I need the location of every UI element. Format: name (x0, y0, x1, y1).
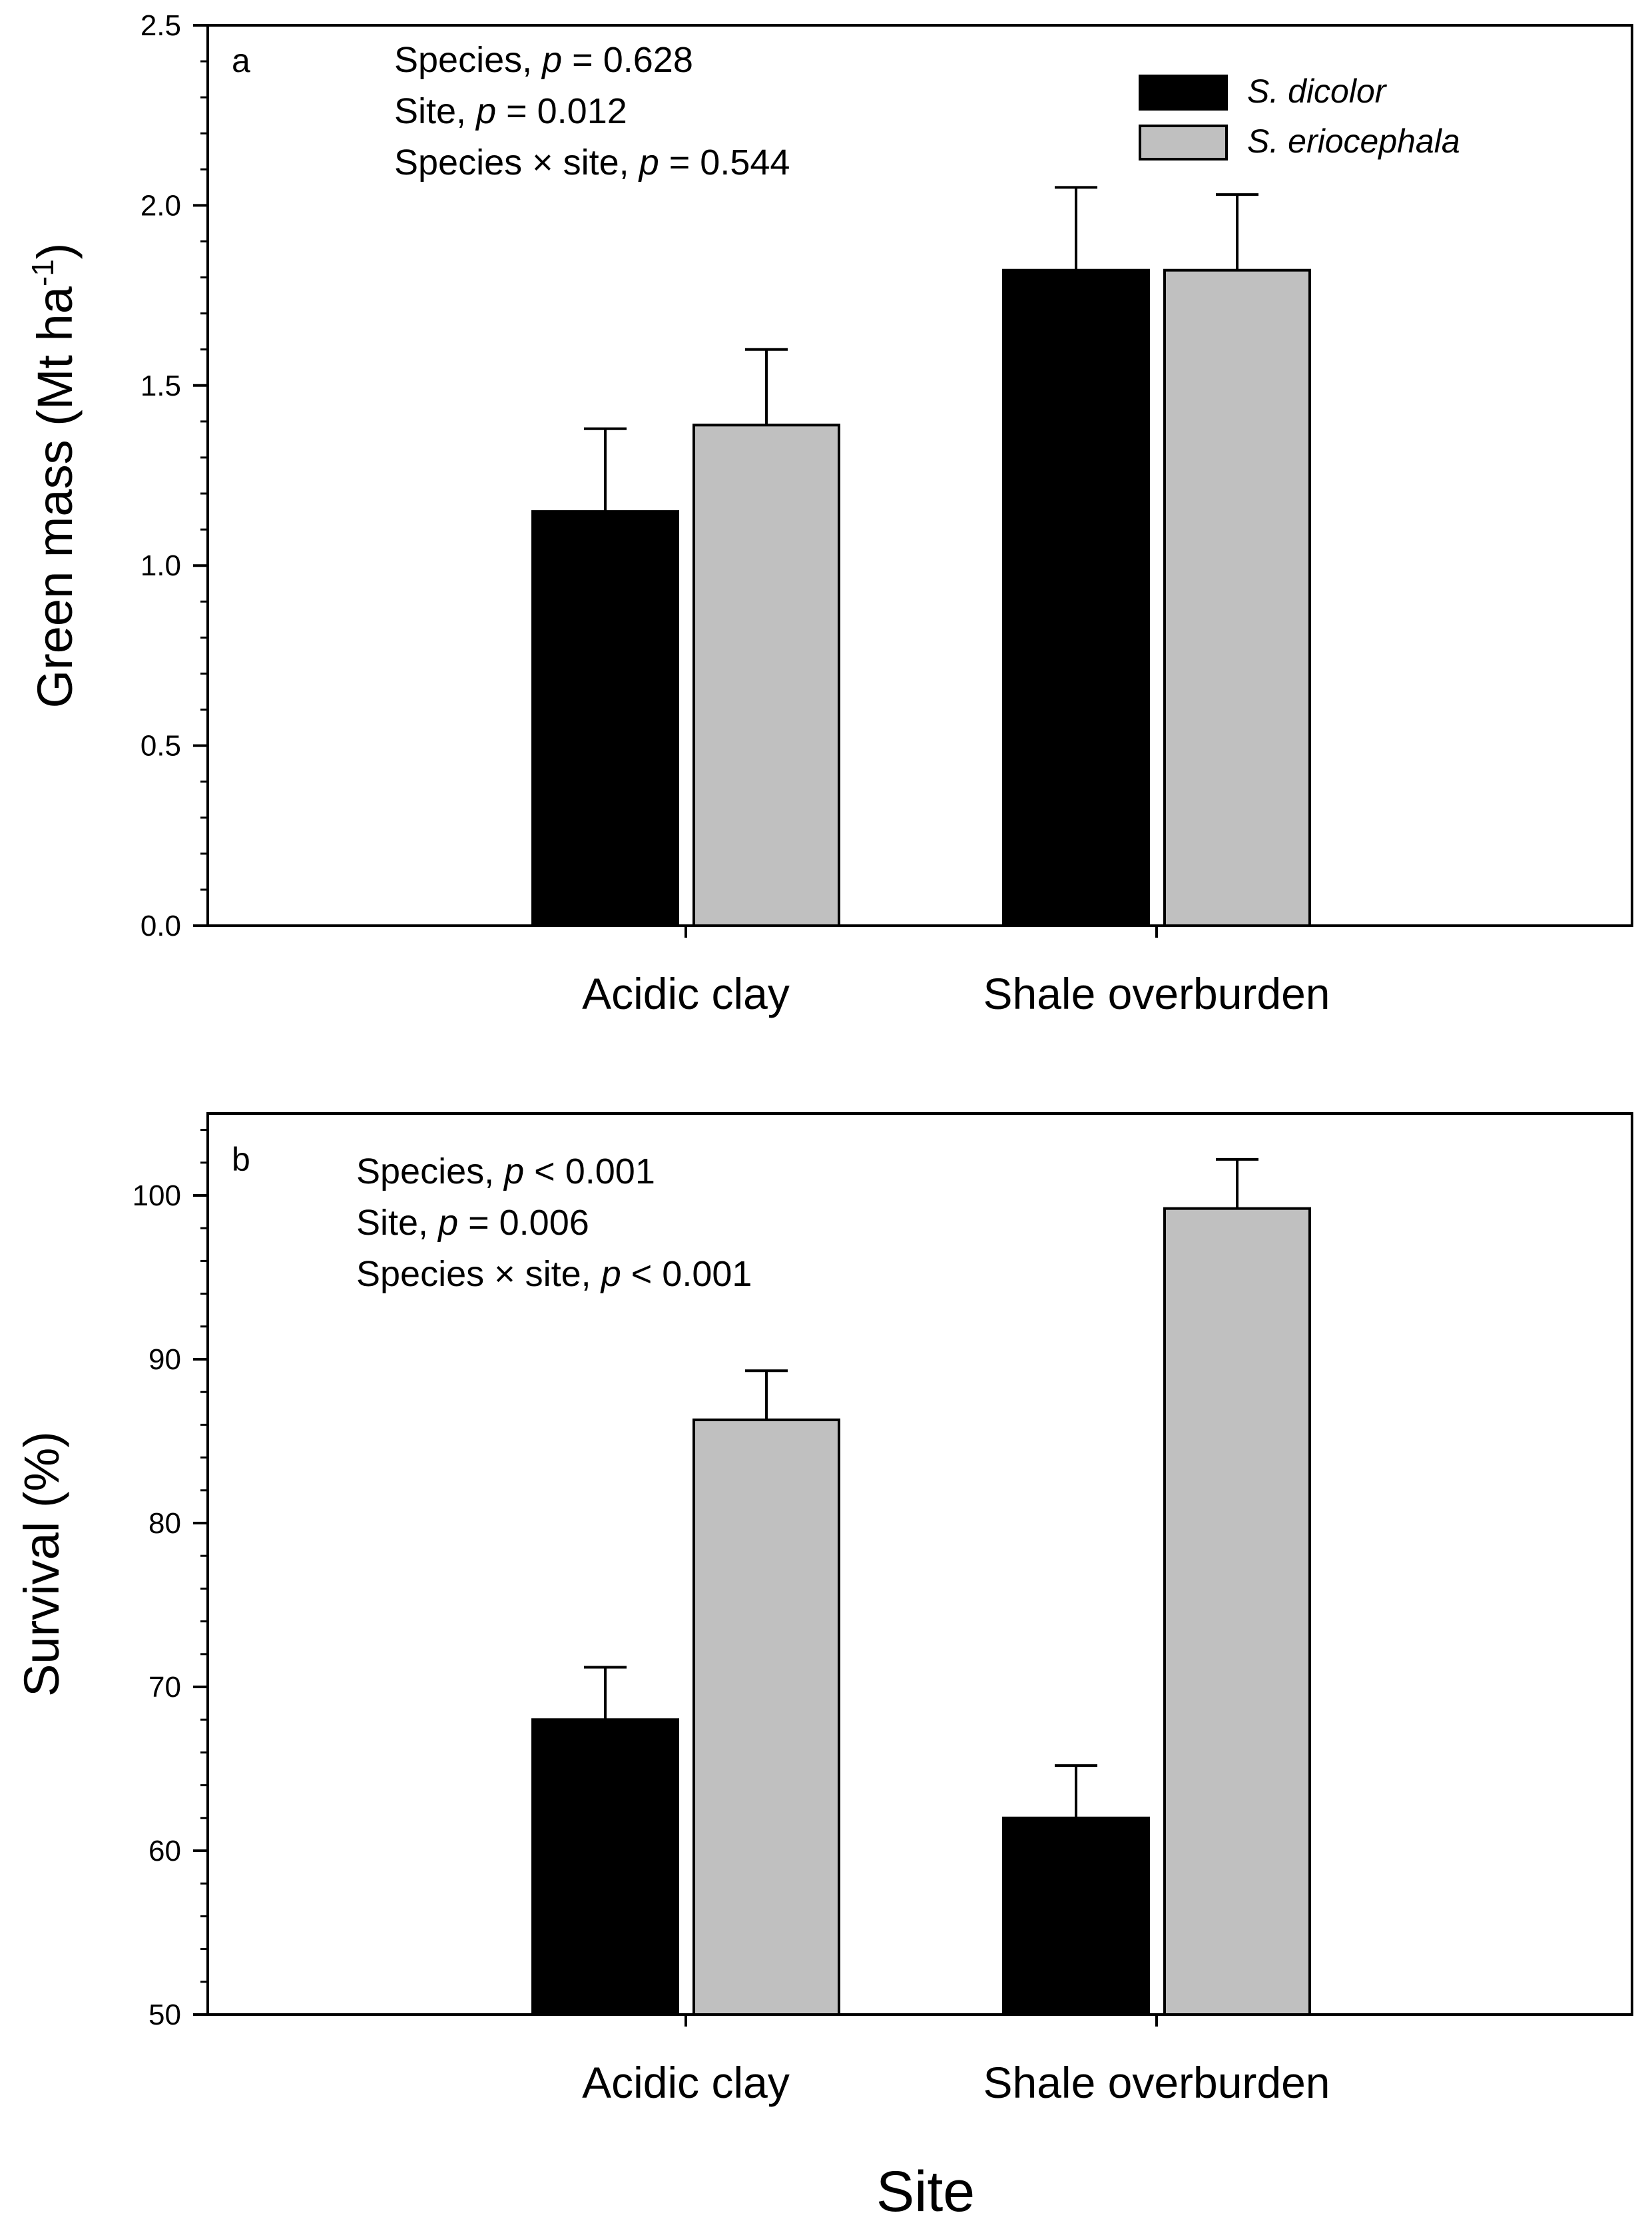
legend-label: S. eriocephala (1247, 123, 1460, 160)
stat-annotation-p: p (600, 1254, 621, 1294)
stat-annotation-value: = 0.006 (458, 1203, 589, 1243)
bar (692, 424, 840, 927)
panel-b: Acidic clay Shale overburden 50 60 70 80 90 100… (14, 1112, 1633, 2107)
legend-swatch (1139, 125, 1228, 160)
plot-frame (206, 24, 1633, 927)
stat-annotation-term: Species, (356, 1151, 504, 1191)
x-tick-label: Shale overburden (983, 2058, 1330, 2107)
y-axis-title-superscript: -1 (25, 259, 60, 286)
stat-annotation: Species, p < 0.001 (356, 1151, 655, 1191)
stat-annotation-value: < 0.001 (621, 1254, 752, 1294)
stat-annotation: Species × site, p < 0.001 (356, 1254, 752, 1294)
stat-annotation-p: p (503, 1151, 524, 1191)
stat-annotation-p: p (437, 1203, 458, 1243)
x-axis-title: Site (876, 2160, 975, 2224)
y-tick-label: 60 (148, 1835, 181, 1867)
stat-annotation-value: = 0.628 (562, 40, 693, 80)
x-tick-label: Acidic clay (582, 2058, 790, 2107)
panel-letter: b (232, 1141, 250, 1178)
y-tick-label: 90 (148, 1343, 181, 1376)
bar (1002, 1816, 1150, 2017)
stat-annotation-value: = 0.544 (659, 143, 790, 182)
y-tick-label: 80 (148, 1507, 181, 1540)
y-tick-label: 50 (148, 1999, 181, 2031)
legend-label: S. dicolor (1247, 73, 1388, 110)
y-tick-label: 1.5 (140, 370, 181, 402)
y-axis-title-text: Survival (%) (14, 1431, 69, 1697)
stat-annotation: Site, p = 0.012 (394, 91, 627, 131)
stat-annotation-p: p (541, 40, 562, 80)
stat-annotation: Species × site, p = 0.544 (394, 143, 790, 182)
x-tick-label: Shale overburden (983, 969, 1330, 1018)
stat-annotation-term: Site, (394, 91, 476, 131)
y-axis-title: Green mass (Mt ha-1) (25, 243, 83, 709)
stat-annotation-term: Site, (356, 1203, 438, 1243)
bar (531, 510, 679, 927)
y-tick-label: 100 (133, 1179, 181, 1212)
y-axis-title-text: Green mass (Mt ha (27, 286, 83, 708)
y-tick-label: 0.5 (140, 730, 181, 763)
bar (1163, 1207, 1311, 2016)
stat-annotation-term: Species × site, (356, 1254, 601, 1294)
stat-annotation-term: Species × site, (394, 143, 639, 182)
y-tick-label: 1.0 (140, 549, 181, 582)
bar (531, 1718, 679, 2016)
legend-swatch (1139, 75, 1228, 111)
bar (1002, 268, 1150, 927)
y-tick-label: 70 (148, 1671, 181, 1704)
stat-annotation-p: p (638, 143, 659, 182)
panel-letter: a (232, 42, 250, 79)
stat-annotation-p: p (475, 91, 496, 131)
y-axis-title: Survival (%) (14, 1431, 69, 1697)
x-tick-label: Acidic clay (582, 969, 790, 1018)
bar (1163, 268, 1311, 927)
stat-annotation: Species, p = 0.628 (394, 40, 693, 80)
legend: S. dicolor S. eriocephala (1139, 73, 1460, 160)
stat-annotation-value: = 0.012 (496, 91, 627, 131)
plot-frame (206, 1112, 1633, 2016)
y-tick-label: 2.0 (140, 189, 181, 222)
y-tick-label: 2.5 (140, 9, 181, 42)
panel-a: Acidic clay Shale overburden 0.0 0.5 1.0 1.5 2… (25, 9, 1633, 1018)
stat-annotation-term: Species, (394, 40, 542, 80)
y-tick-label: 0.0 (140, 910, 181, 942)
y-axis-title-suffix: ) (27, 243, 83, 260)
stat-annotation: Site, p = 0.006 (356, 1203, 589, 1243)
stat-annotation-value: < 0.001 (524, 1151, 655, 1191)
bar (692, 1419, 840, 2016)
